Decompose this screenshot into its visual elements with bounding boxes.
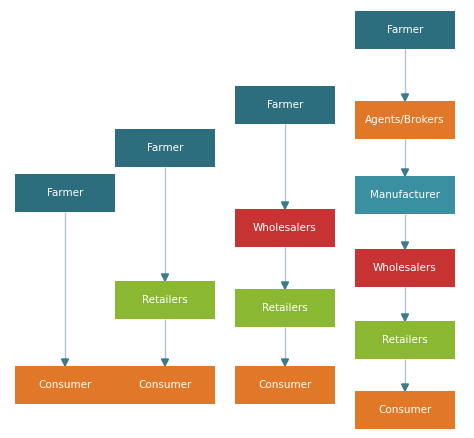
FancyBboxPatch shape — [355, 391, 455, 429]
FancyBboxPatch shape — [355, 249, 455, 287]
FancyBboxPatch shape — [355, 101, 455, 139]
Text: Farmer: Farmer — [47, 188, 83, 198]
Polygon shape — [282, 282, 289, 289]
Polygon shape — [401, 314, 409, 321]
FancyBboxPatch shape — [15, 366, 115, 404]
FancyBboxPatch shape — [115, 129, 215, 167]
FancyBboxPatch shape — [355, 321, 455, 359]
Polygon shape — [162, 359, 168, 366]
Text: Retailers: Retailers — [382, 335, 428, 345]
FancyBboxPatch shape — [235, 86, 335, 124]
FancyBboxPatch shape — [355, 176, 455, 214]
Text: Agents/Brokers: Agents/Brokers — [365, 115, 445, 125]
Text: Consumer: Consumer — [138, 380, 191, 390]
Text: Retailers: Retailers — [262, 303, 308, 313]
Text: Wholesalers: Wholesalers — [373, 263, 437, 273]
Text: Farmer: Farmer — [267, 100, 303, 110]
Text: Wholesalers: Wholesalers — [253, 223, 317, 233]
FancyBboxPatch shape — [235, 289, 335, 327]
Polygon shape — [401, 169, 409, 176]
FancyBboxPatch shape — [115, 366, 215, 404]
Polygon shape — [401, 94, 409, 101]
FancyBboxPatch shape — [235, 209, 335, 247]
Polygon shape — [401, 384, 409, 391]
FancyBboxPatch shape — [15, 174, 115, 212]
FancyBboxPatch shape — [235, 366, 335, 404]
Polygon shape — [282, 359, 289, 366]
Text: Manufacturer: Manufacturer — [370, 190, 440, 200]
Text: Farmer: Farmer — [147, 143, 183, 153]
Polygon shape — [62, 359, 69, 366]
Text: Consumer: Consumer — [378, 405, 432, 415]
Polygon shape — [401, 242, 409, 249]
FancyBboxPatch shape — [115, 281, 215, 319]
Text: Consumer: Consumer — [38, 380, 91, 390]
Text: Retailers: Retailers — [142, 295, 188, 305]
Text: Consumer: Consumer — [258, 380, 312, 390]
Text: Farmer: Farmer — [387, 25, 423, 35]
Polygon shape — [162, 274, 168, 281]
Polygon shape — [282, 202, 289, 209]
FancyBboxPatch shape — [355, 11, 455, 49]
